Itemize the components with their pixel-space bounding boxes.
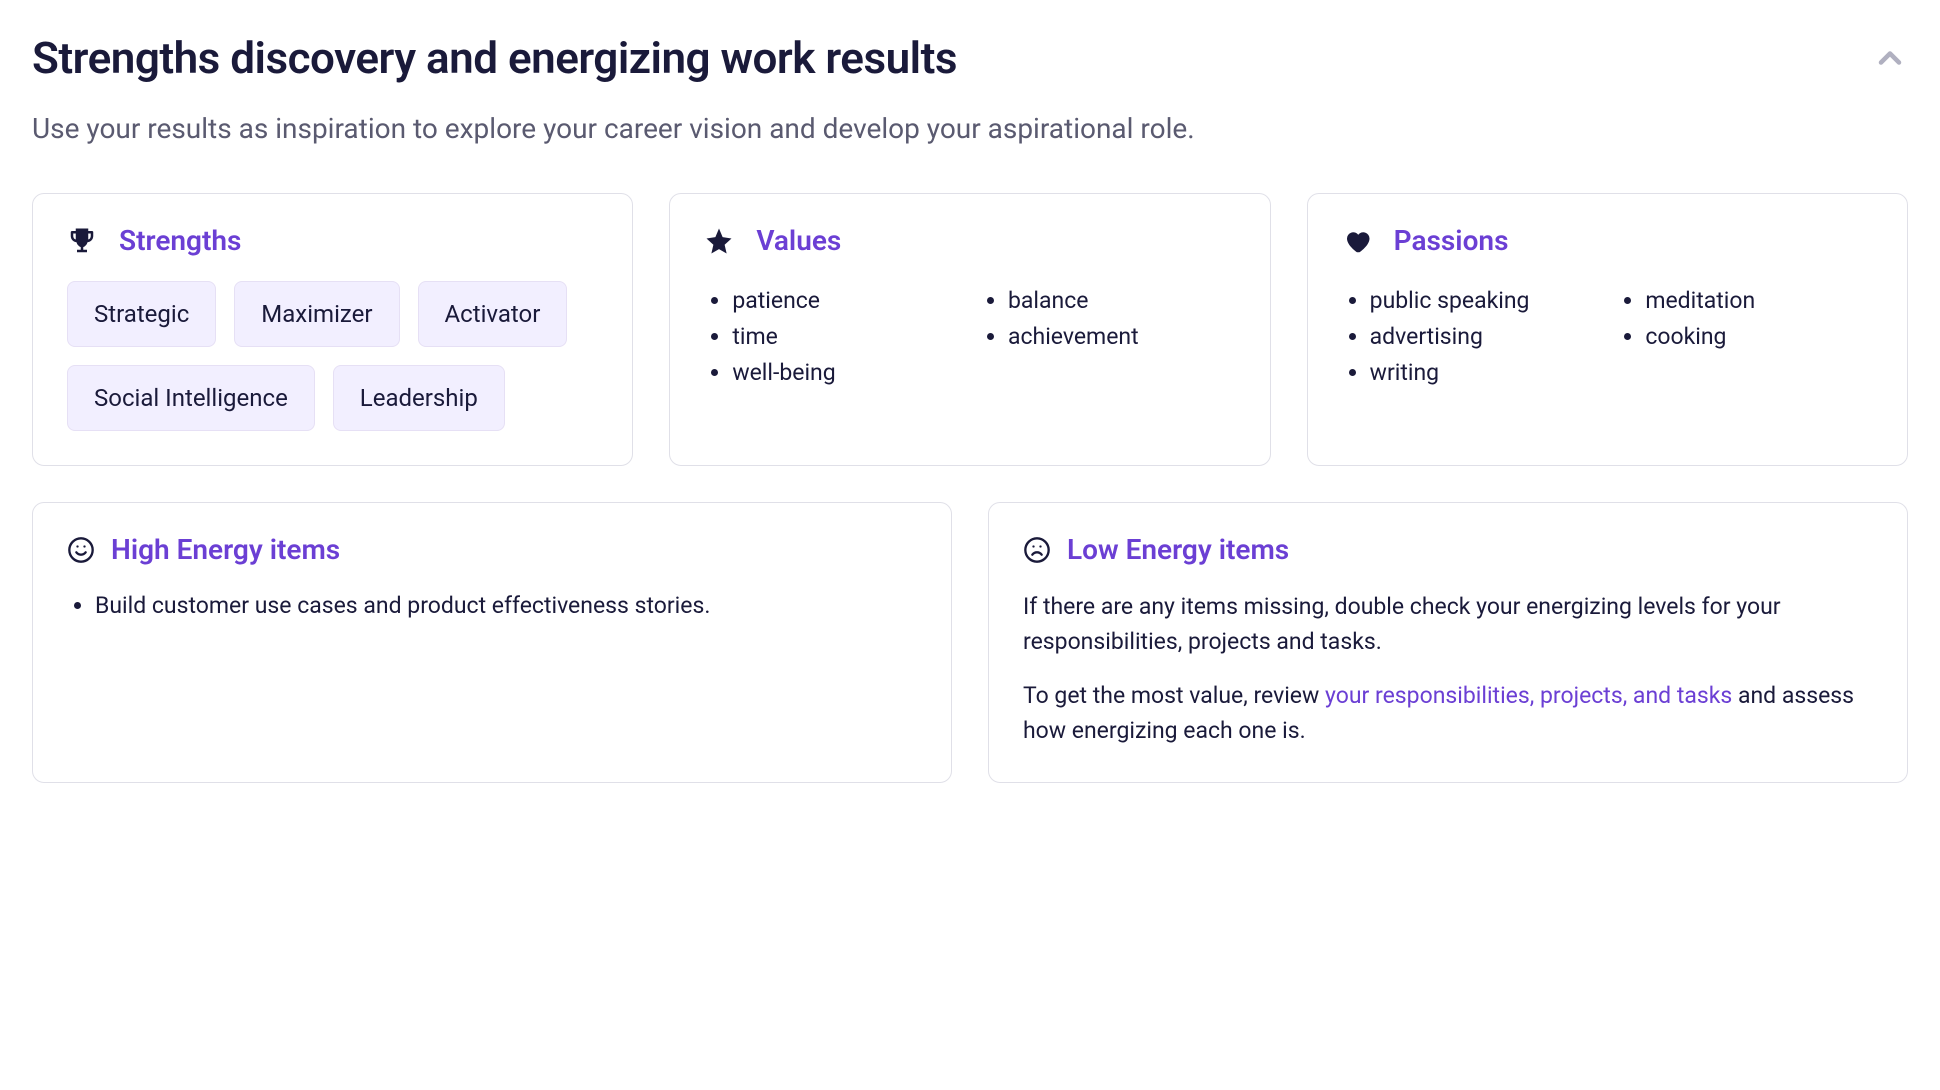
- strengths-title: Strengths: [119, 224, 241, 257]
- list-item: writing: [1370, 357, 1598, 389]
- heart-icon: [1342, 226, 1372, 256]
- passions-list-col1: public speaking advertising writing: [1342, 281, 1598, 394]
- list-item: time: [732, 321, 960, 353]
- strength-pill: Social Intelligence: [67, 365, 315, 431]
- smile-icon: [67, 536, 95, 564]
- low-energy-para2: To get the most value, review your respo…: [1023, 679, 1873, 748]
- passions-card: Passions public speaking advertising wri…: [1307, 193, 1908, 466]
- low-energy-title: Low Energy items: [1067, 533, 1289, 566]
- responsibilities-link[interactable]: your responsibilities, projects, and tas…: [1325, 682, 1732, 709]
- high-energy-title: High Energy items: [111, 533, 340, 566]
- low-energy-para1: If there are any items missing, double c…: [1023, 590, 1873, 659]
- list-item: public speaking: [1370, 285, 1598, 317]
- high-energy-card: High Energy items Build customer use cas…: [32, 502, 952, 783]
- low-energy-card: Low Energy items If there are any items …: [988, 502, 1908, 783]
- trophy-icon: [67, 226, 97, 256]
- star-icon: [704, 226, 734, 256]
- list-item: cooking: [1645, 321, 1873, 353]
- strength-pill: Leadership: [333, 365, 505, 431]
- page-subtitle: Use your results as inspiration to explo…: [32, 112, 1908, 145]
- values-list-col1: patience time well-being: [704, 281, 960, 394]
- page-title: Strengths discovery and energizing work …: [32, 32, 957, 84]
- list-item: advertising: [1370, 321, 1598, 353]
- list-item: meditation: [1645, 285, 1873, 317]
- high-energy-list: Build customer use cases and product eff…: [67, 590, 917, 622]
- list-item: patience: [732, 285, 960, 317]
- strength-pill: Maximizer: [234, 281, 399, 347]
- list-item: well-being: [732, 357, 960, 389]
- passions-list-col2: meditation cooking: [1617, 281, 1873, 394]
- list-item: Build customer use cases and product eff…: [95, 590, 917, 622]
- list-item: achievement: [1008, 321, 1236, 353]
- para2-pre: To get the most value, review: [1023, 682, 1325, 709]
- strength-pill: Strategic: [67, 281, 216, 347]
- values-card: Values patience time well-being balance …: [669, 193, 1270, 466]
- collapse-chevron-icon[interactable]: [1872, 40, 1908, 76]
- list-item: balance: [1008, 285, 1236, 317]
- values-title: Values: [756, 224, 841, 257]
- passions-title: Passions: [1394, 224, 1509, 257]
- strengths-card: Strengths Strategic Maximizer Activator …: [32, 193, 633, 466]
- frown-icon: [1023, 536, 1051, 564]
- strengths-pill-list: Strategic Maximizer Activator Social Int…: [67, 281, 598, 431]
- strength-pill: Activator: [418, 281, 568, 347]
- values-list-col2: balance achievement: [980, 281, 1236, 394]
